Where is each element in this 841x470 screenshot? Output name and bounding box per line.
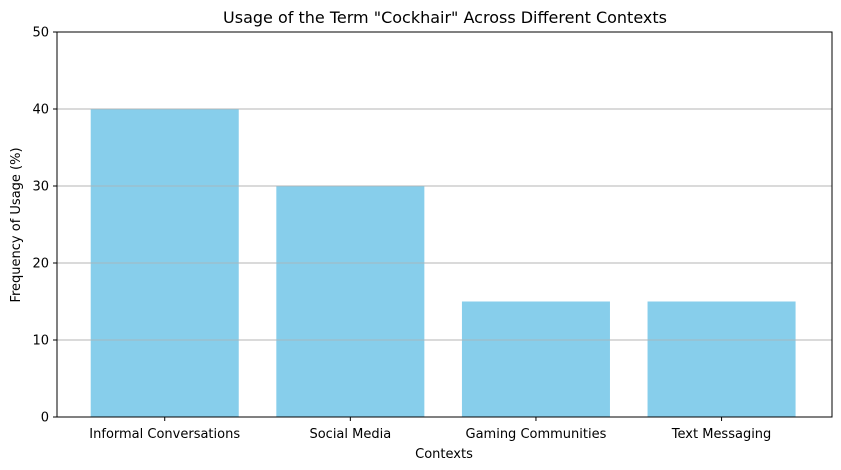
y-tick-label: 0 xyxy=(41,411,49,426)
x-axis-label: Contexts xyxy=(415,447,473,462)
x-tick-label: Text Messaging xyxy=(671,427,772,442)
x-tick-label: Informal Conversations xyxy=(89,427,240,442)
y-axis-ticks: 0 10 20 30 40 50 xyxy=(32,26,57,426)
x-tick-label: Social Media xyxy=(309,427,391,442)
bar-text-messaging xyxy=(647,301,796,417)
y-tick-label: 50 xyxy=(32,26,49,41)
chart-title: Usage of the Term "Cockhair" Across Diff… xyxy=(223,8,667,27)
y-tick-label: 30 xyxy=(32,180,49,195)
y-tick-label: 20 xyxy=(32,257,49,272)
axes-frame xyxy=(56,31,833,418)
bars xyxy=(57,108,832,417)
y-axis-label: Frequency of Usage (%) xyxy=(9,147,24,302)
x-axis-ticks: Informal Conversations Social Media Gaming… xyxy=(89,417,771,442)
plot-frame xyxy=(56,31,833,418)
x-tick-label: Gaming Communities xyxy=(466,427,607,442)
bar-gaming-communities xyxy=(461,301,610,417)
y-tick-label: 40 xyxy=(32,103,49,118)
bar-social-media xyxy=(276,186,425,417)
y-tick-label: 10 xyxy=(32,334,49,349)
